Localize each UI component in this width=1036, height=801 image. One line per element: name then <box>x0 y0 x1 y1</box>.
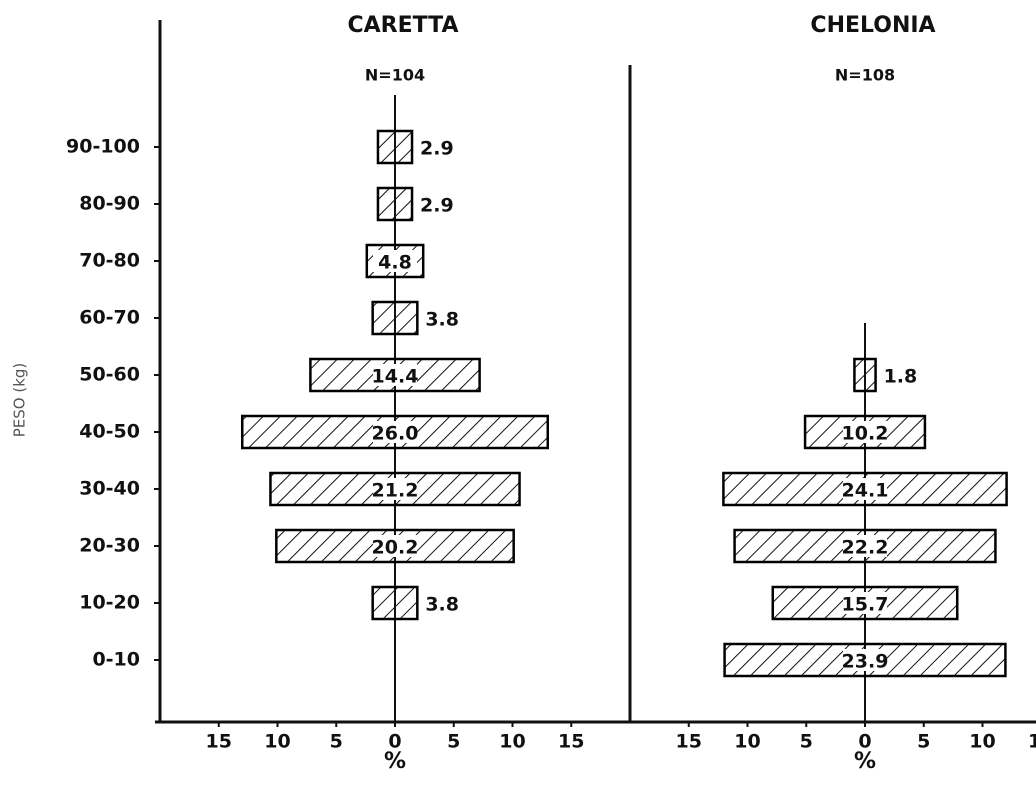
value-label: 3.8 <box>425 594 459 616</box>
value-label: 2.9 <box>420 138 454 160</box>
label-background <box>373 364 417 386</box>
panel-title: CARETTA <box>348 13 459 38</box>
value-label: 14.4 <box>372 366 419 388</box>
bar <box>376 186 414 222</box>
x-tick-label: 15 <box>676 731 702 753</box>
x-tick-label: 15 <box>206 731 232 753</box>
label-background <box>843 649 887 671</box>
y-tick-label: 80-90 <box>79 193 140 215</box>
label-background <box>843 478 887 500</box>
x-tick-label: 10 <box>499 731 525 753</box>
panel-subtitle: N=108 <box>835 66 895 85</box>
label-background <box>843 535 887 557</box>
bar <box>376 129 414 165</box>
y-tick-label: 0-10 <box>92 649 140 671</box>
panel-subtitle: N=104 <box>365 66 425 85</box>
y-tick-label: 40-50 <box>79 421 140 443</box>
bar <box>371 300 419 336</box>
x-tick-label: 5 <box>447 731 460 753</box>
label-background <box>373 421 417 443</box>
y-tick-label: 90-100 <box>66 136 140 158</box>
x-axis-label: % <box>854 749 876 774</box>
value-label: 3.8 <box>425 309 459 331</box>
value-label: 20.2 <box>372 537 419 559</box>
value-label: 23.9 <box>842 651 889 673</box>
x-tick-label: 10 <box>969 731 995 753</box>
x-tick-label: 15 <box>1028 731 1036 753</box>
value-label: 22.2 <box>842 537 889 559</box>
label-background <box>373 535 417 557</box>
value-label: 10.2 <box>842 423 889 445</box>
y-tick-label: 60-70 <box>79 307 140 329</box>
x-tick-label: 10 <box>264 731 290 753</box>
label-background <box>843 421 887 443</box>
value-label: 2.9 <box>420 195 454 217</box>
y-tick-label: 50-60 <box>79 364 140 386</box>
x-tick-label: 5 <box>800 731 813 753</box>
label-background <box>373 478 417 500</box>
value-label: 4.8 <box>378 252 412 274</box>
x-tick-label: 0 <box>858 731 871 753</box>
y-tick-label: 70-80 <box>79 250 140 272</box>
y-tick-label: 20-30 <box>79 535 140 557</box>
panel-title: CHELONIA <box>810 13 935 38</box>
y-tick-label: 30-40 <box>79 478 140 500</box>
x-tick-label: 5 <box>330 731 343 753</box>
bar <box>853 357 877 393</box>
label-background <box>843 592 887 614</box>
label-background <box>373 250 417 272</box>
y-tick-label: 10-20 <box>79 592 140 614</box>
x-tick-label: 5 <box>917 731 930 753</box>
value-label: 1.8 <box>884 366 918 388</box>
value-label: 21.2 <box>372 480 419 502</box>
value-label: 24.1 <box>842 480 889 502</box>
value-label: 26.0 <box>372 423 419 445</box>
x-axis-label: % <box>384 749 406 774</box>
value-label: 15.7 <box>842 594 889 616</box>
x-tick-label: 0 <box>388 731 401 753</box>
bar <box>371 585 419 621</box>
y-axis-label: PESO (kg) <box>11 363 29 438</box>
x-tick-label: 10 <box>734 731 760 753</box>
x-tick-label: 15 <box>558 731 584 753</box>
